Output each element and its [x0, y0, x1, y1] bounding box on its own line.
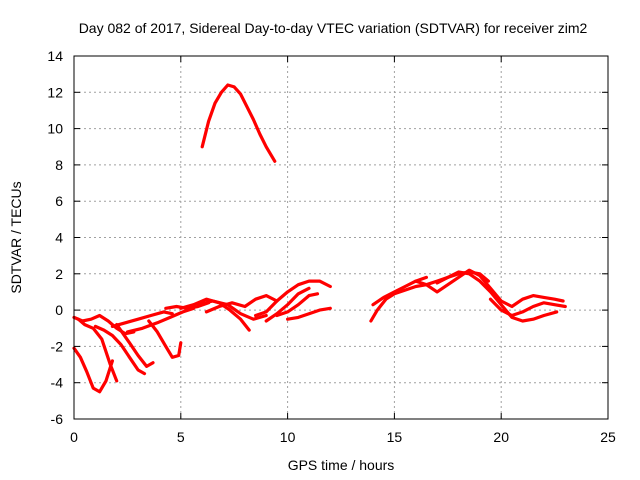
data-series-arc-8: [125, 306, 196, 334]
data-series-arc-1: [72, 346, 115, 394]
data-series-arc-14: [264, 286, 311, 323]
data-series-arc-13: [254, 279, 332, 318]
y-tick-label: 6: [55, 193, 63, 209]
y-tick-label: 0: [55, 302, 63, 318]
axis-ticks: [73, 55, 609, 420]
y-tick-label: 8: [55, 157, 63, 173]
data-series-arc-12: [204, 294, 279, 314]
data-series-arc-4: [93, 324, 147, 376]
x-tick-label: 10: [280, 429, 296, 445]
data-series-arc-7: [147, 319, 183, 359]
data-series-arc-11: [196, 299, 268, 321]
x-tick-label: 25: [600, 429, 616, 445]
y-axis-tick-labels: -6 -4 -2 0 2 4 6 8 10 12 14: [47, 48, 63, 427]
x-tick-label: 15: [387, 429, 403, 445]
data-series-arc-6: [110, 310, 174, 328]
x-tick-label: 5: [177, 429, 185, 445]
y-tick-label: 14: [47, 48, 63, 64]
x-axis-tick-labels: 0 5 10 15 20 25: [70, 429, 616, 445]
data-series-arc-16: [286, 306, 332, 321]
data-series-arc-21: [435, 270, 559, 323]
y-tick-label: 4: [55, 230, 63, 246]
y-tick-label: 12: [47, 84, 63, 100]
grid-lines: [74, 56, 608, 419]
y-axis-title: SDTVAR / TECUs: [8, 181, 24, 293]
y-tick-label: 2: [55, 266, 63, 282]
data-series-arc-20: [414, 268, 565, 309]
data-series-layer: [72, 83, 567, 394]
y-tick-label: -4: [51, 375, 64, 391]
chart-title: Day 082 of 2017, Sidereal Day-to-day VTE…: [79, 20, 588, 36]
data-series-arc-5: [115, 323, 155, 368]
x-axis-title: GPS time / hours: [288, 457, 395, 473]
y-tick-label: -2: [51, 338, 64, 354]
x-tick-label: 20: [493, 429, 509, 445]
x-tick-label: 0: [70, 429, 78, 445]
data-series-arc-2: [76, 317, 119, 383]
data-series-arc-22: [488, 297, 567, 318]
y-tick-label: 10: [47, 121, 63, 137]
y-tick-label: -6: [51, 411, 64, 427]
data-series-arc-15: [275, 292, 320, 318]
data-series-arc-17: [200, 83, 277, 163]
